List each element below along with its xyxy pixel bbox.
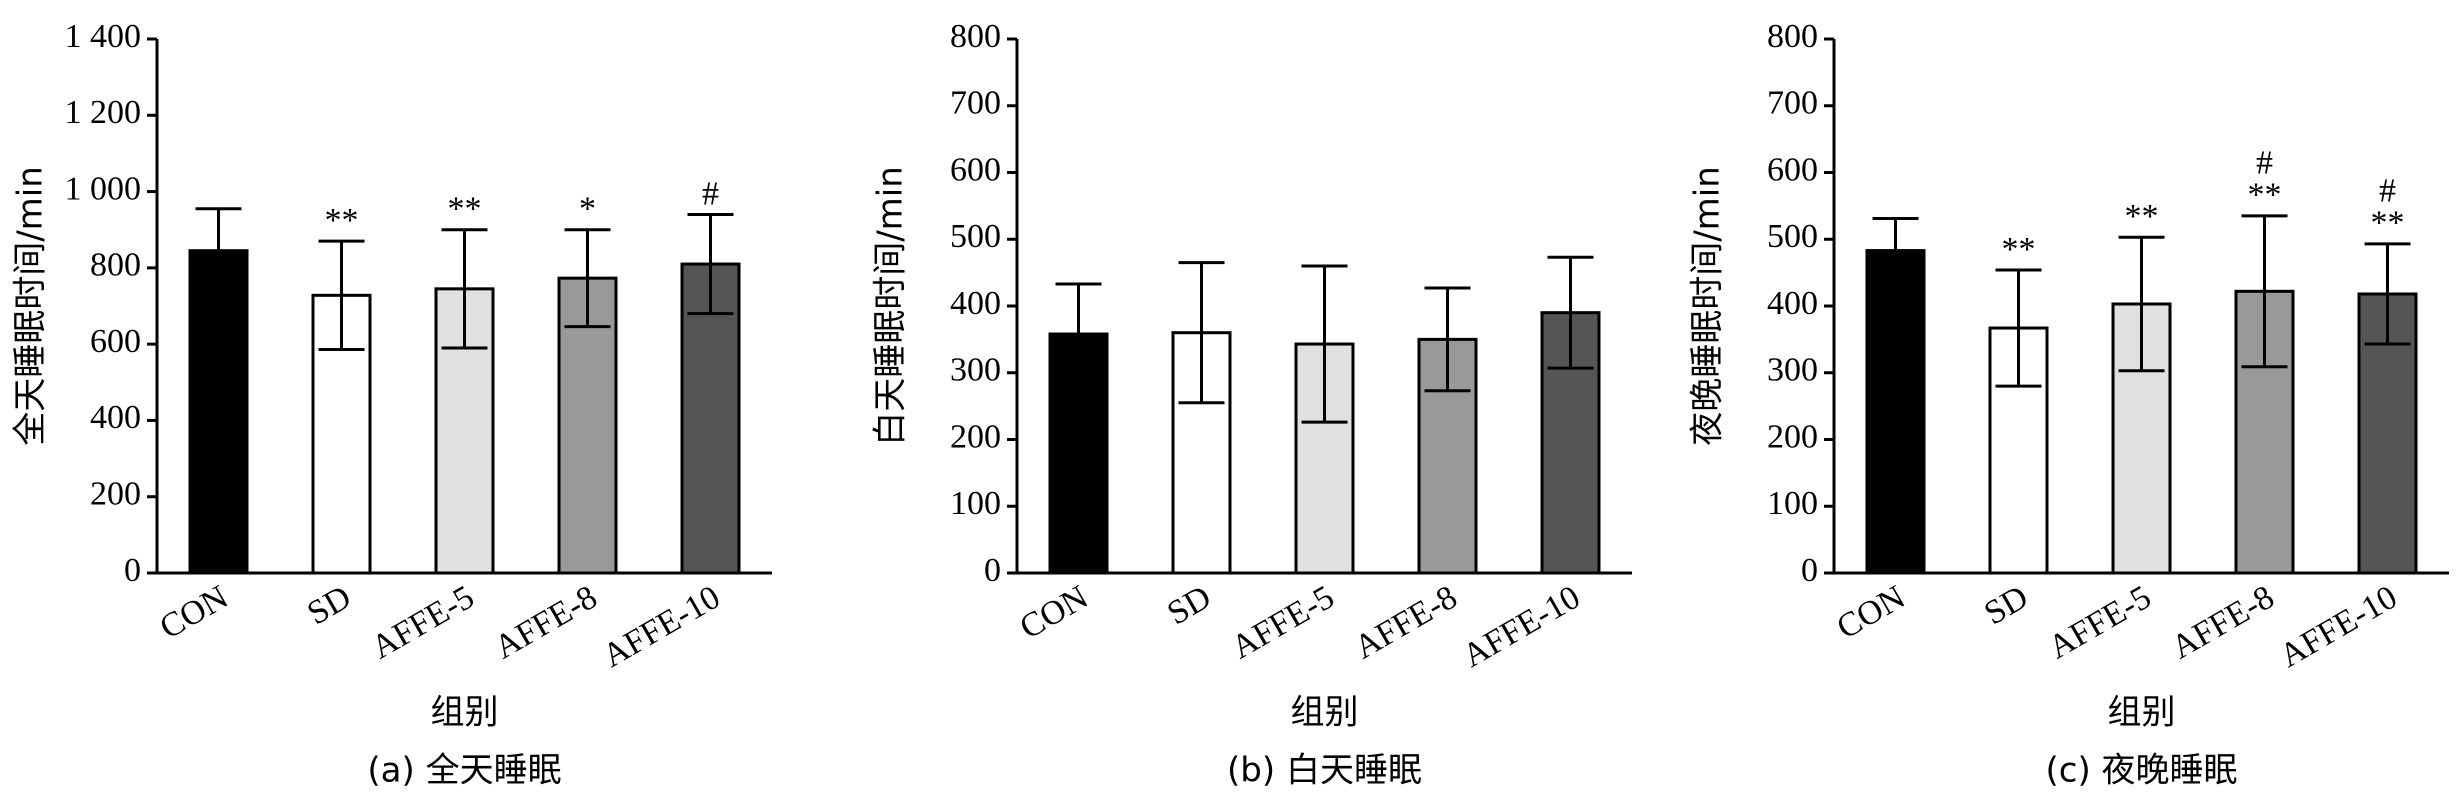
y-axis-label: 全天睡眠时间/min: [11, 166, 51, 446]
error-bar: [195, 207, 242, 295]
y-tick-label: 100: [1767, 485, 1818, 522]
x-tick-label: CON: [1014, 579, 1095, 647]
error-bar: [1547, 255, 1594, 370]
error-bar: [1055, 282, 1102, 386]
x-tick-label: AFFE-5: [1225, 579, 1340, 667]
x-tick-label: AFFE-8: [1348, 579, 1463, 667]
y-tick-label: 0: [984, 552, 1001, 589]
x-tick-label: AFFE-10: [2274, 579, 2404, 675]
error-bar: [1178, 261, 1225, 405]
panel-caption: (c) 夜晚睡眠: [2045, 751, 2237, 791]
significance-mark: **: [2125, 198, 2159, 235]
x-tick-label: AFFE-8: [2165, 579, 2280, 667]
x-tick-label: SD: [1978, 579, 2034, 633]
y-axis-label: 夜晚睡眠时间/min: [1688, 166, 1728, 446]
x-tick-label: SD: [301, 579, 357, 633]
panel-caption: (b) 白天睡眠: [1227, 751, 1422, 791]
significance-mark: *: [579, 191, 596, 228]
significance-mark: #: [2379, 173, 2396, 210]
x-axis-label: 组别: [2108, 693, 2176, 733]
error-bar: [2364, 242, 2411, 346]
y-tick-label: 1 200: [65, 94, 142, 131]
y-tick-label: 400: [90, 399, 141, 436]
x-tick-label: AFFE-8: [488, 579, 603, 667]
x-tick-label: AFFE-10: [1457, 579, 1587, 675]
error-bar: [1301, 264, 1348, 424]
y-tick-label: 600: [90, 323, 141, 360]
y-tick-label: 400: [1767, 285, 1818, 322]
x-tick-label: CON: [154, 579, 235, 647]
significance-mark: **: [2248, 177, 2282, 214]
error-bar: [2118, 235, 2165, 373]
significance-mark: #: [702, 175, 719, 212]
significance-mark: **: [2002, 231, 2036, 268]
significance-mark: **: [325, 202, 359, 239]
y-tick-label: 800: [1767, 18, 1818, 55]
y-tick-label: 700: [1767, 85, 1818, 122]
y-tick-label: 700: [950, 85, 1001, 122]
y-tick-label: 600: [950, 151, 1001, 188]
y-tick-label: 500: [950, 218, 1001, 255]
error-bar: [1424, 286, 1471, 393]
y-tick-label: 200: [950, 418, 1001, 455]
x-tick-label: SD: [1161, 579, 1217, 633]
y-tick-label: 0: [1801, 552, 1818, 589]
error-bar: [2241, 214, 2288, 369]
significance-mark: **: [448, 191, 482, 228]
x-axis-label: 组别: [1291, 693, 1359, 733]
y-tick-label: 200: [1767, 418, 1818, 455]
y-tick-label: 800: [950, 18, 1001, 55]
bar: [1865, 249, 1926, 575]
x-axis-label: 组别: [431, 693, 499, 733]
y-tick-label: 0: [124, 552, 141, 589]
axes: [1015, 39, 1632, 575]
y-tick-label: 400: [950, 285, 1001, 322]
error-bar: [318, 239, 365, 351]
error-bar: [687, 212, 734, 316]
error-bar: [564, 228, 611, 329]
axes: [155, 39, 772, 575]
y-tick-label: 1 000: [65, 170, 142, 207]
axes: [1832, 39, 2449, 575]
x-tick-label: AFFE-5: [2042, 579, 2157, 667]
bar: [188, 249, 249, 575]
y-tick-label: 600: [1767, 151, 1818, 188]
y-tick-label: 300: [950, 352, 1001, 389]
x-tick-label: AFFE-5: [365, 579, 480, 667]
y-tick-label: 500: [1767, 218, 1818, 255]
y-tick-label: 100: [950, 485, 1001, 522]
significance-mark: #: [2256, 145, 2273, 182]
y-tick-label: 800: [90, 247, 141, 284]
y-tick-label: 200: [90, 476, 141, 513]
y-axis-label: 白天睡眠时间/min: [871, 166, 911, 446]
y-tick-label: 1 400: [65, 18, 142, 55]
error-bar: [441, 228, 488, 350]
x-tick-label: AFFE-10: [597, 579, 727, 675]
panel-caption: (a) 全天睡眠: [367, 751, 561, 791]
error-bar: [1872, 217, 1919, 285]
significance-mark: **: [2371, 205, 2405, 242]
error-bar: [1995, 268, 2042, 388]
x-tick-label: CON: [1831, 579, 1912, 647]
y-tick-label: 300: [1767, 352, 1818, 389]
